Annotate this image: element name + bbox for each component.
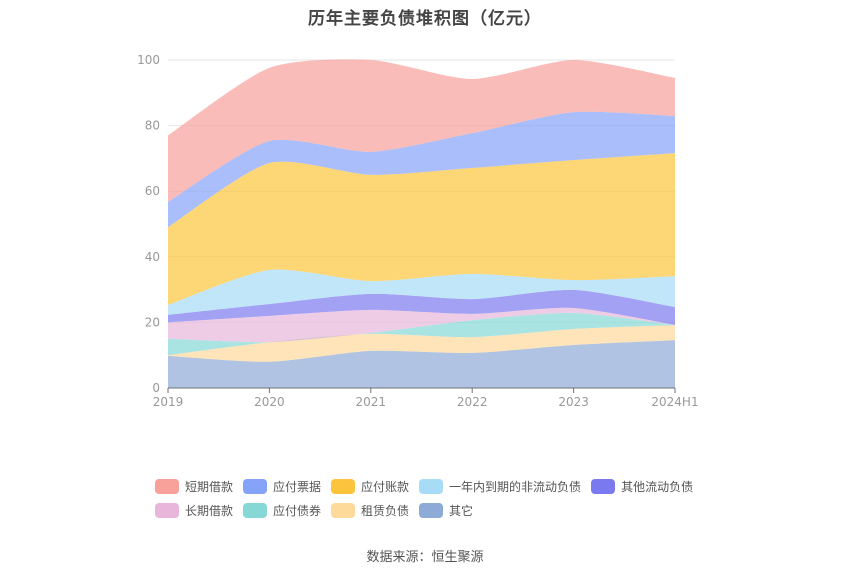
svg-text:2023: 2023 bbox=[558, 395, 589, 409]
legend-item-notes-payable[interactable]: 应付票据 bbox=[243, 478, 321, 495]
legend-item-short-term-loans[interactable]: 短期借款 bbox=[155, 478, 233, 495]
legend-swatch bbox=[419, 478, 444, 494]
svg-text:0: 0 bbox=[152, 381, 160, 395]
legend-swatch bbox=[243, 478, 268, 494]
legend-item-lease-liabilities[interactable]: 租赁负债 bbox=[331, 502, 409, 519]
legend-item-bonds-payable[interactable]: 应付债券 bbox=[243, 502, 321, 519]
legend-item-other[interactable]: 其它 bbox=[419, 502, 473, 519]
legend-swatch bbox=[419, 502, 444, 518]
svg-text:2019: 2019 bbox=[153, 395, 184, 409]
area-series bbox=[168, 289, 675, 326]
svg-text:100: 100 bbox=[137, 53, 160, 67]
area-series bbox=[168, 325, 675, 362]
chart-title: 历年主要负债堆积图（亿元） bbox=[308, 9, 542, 29]
data-source: 数据来源：恒生聚源 bbox=[366, 550, 484, 565]
svg-text:2024H1: 2024H1 bbox=[651, 395, 698, 409]
area-series bbox=[168, 59, 675, 203]
area-series bbox=[168, 312, 675, 356]
legend-swatch bbox=[155, 502, 179, 518]
legend: 短期借款 应付票据 应付账款 一年内到期的非流动负债 其他流动负债 长期借款 应… bbox=[155, 474, 715, 522]
area-series bbox=[168, 269, 675, 315]
area-series bbox=[168, 111, 675, 228]
legend-swatch bbox=[591, 478, 616, 494]
legend-item-long-term-loans[interactable]: 长期借款 bbox=[155, 502, 233, 519]
legend-item-current-portion-noncurrent[interactable]: 一年内到期的非流动负债 bbox=[419, 478, 581, 495]
svg-text:80: 80 bbox=[145, 119, 160, 133]
legend-swatch bbox=[243, 502, 268, 518]
legend-swatch bbox=[331, 502, 356, 518]
stacked-areas bbox=[168, 59, 675, 388]
legend-row-1: 短期借款 应付票据 应付账款 一年内到期的非流动负债 其他流动负债 bbox=[155, 474, 715, 498]
svg-text:40: 40 bbox=[145, 250, 160, 264]
legend-item-accounts-payable[interactable]: 应付账款 bbox=[331, 478, 409, 495]
legend-swatch bbox=[155, 478, 179, 494]
svg-text:2022: 2022 bbox=[457, 395, 488, 409]
area-series bbox=[168, 340, 675, 388]
legend-item-other-current-liabilities[interactable]: 其他流动负债 bbox=[591, 478, 693, 495]
svg-text:60: 60 bbox=[145, 184, 160, 198]
chart-area: 0 20 40 60 80 100 2019 2020 2021 2022 2023 2024H1 bbox=[137, 53, 699, 409]
area-series bbox=[168, 307, 675, 343]
svg-text:2020: 2020 bbox=[254, 395, 285, 409]
legend-row-2: 长期借款 应付债券 租赁负债 其它 bbox=[155, 498, 715, 522]
axes: 0 20 40 60 80 100 2019 2020 2021 2022 2023 2024H1 bbox=[137, 53, 699, 409]
svg-text:20: 20 bbox=[145, 315, 160, 329]
svg-text:2021: 2021 bbox=[356, 395, 387, 409]
legend-swatch bbox=[331, 478, 356, 494]
area-series bbox=[168, 153, 675, 306]
